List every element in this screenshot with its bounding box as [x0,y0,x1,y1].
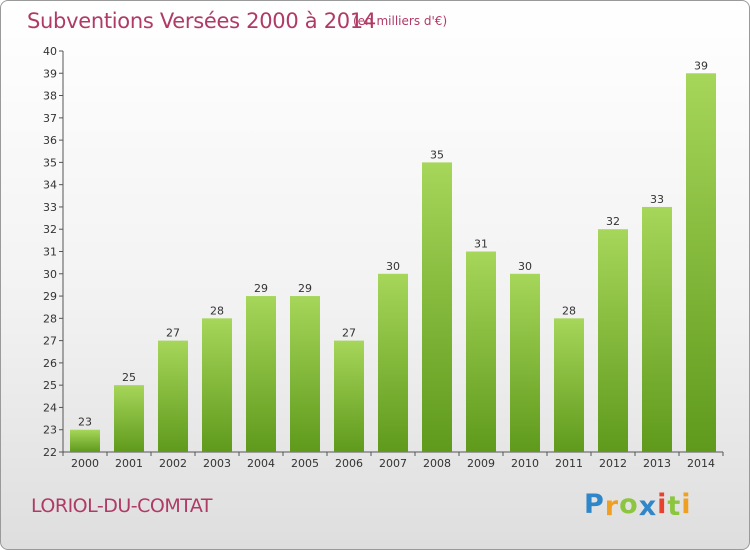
bar [70,429,100,452]
logo-letter: r [604,491,620,522]
x-tick-label: 2004 [247,457,275,470]
commune-name: LORIOL-DU-COMTAT [31,495,213,517]
bar [334,340,364,452]
chart-subtitle: (en milliers d'€) [353,14,448,28]
y-tick-label: 30 [43,268,57,281]
x-tick-label: 2005 [291,457,319,470]
logo-letter: o [619,489,639,520]
y-tick-label: 36 [43,134,57,147]
x-tick-label: 2009 [467,457,495,470]
y-tick-label: 40 [43,45,57,58]
y-tick-label: 27 [43,335,57,348]
bar [114,385,144,452]
y-tick-label: 32 [43,223,57,236]
bar-value-label: 29 [298,282,312,295]
bar [642,206,672,452]
bar-value-label: 39 [694,59,708,72]
y-tick-label: 28 [43,312,57,325]
bar [202,318,232,452]
bar-value-label: 33 [650,193,664,206]
bar-value-label: 32 [606,215,620,228]
bar-value-label: 28 [210,304,224,317]
logo-letter: t [667,491,682,522]
y-tick-label: 23 [43,424,57,437]
bar-value-label: 31 [474,238,488,251]
proxiti-logo: Proxiti [584,489,692,522]
y-tick-label: 25 [43,379,57,392]
logo-letter: P [584,489,605,520]
x-tick-label: 2002 [159,457,187,470]
bar-value-label: 27 [342,327,356,340]
y-tick-label: 33 [43,201,57,214]
y-tick-label: 26 [43,357,57,370]
bar [598,229,628,452]
bar [686,73,716,453]
y-tick-label: 29 [43,290,57,303]
x-tick-label: 2008 [423,457,451,470]
bar [466,251,496,452]
chart-title: Subventions Versées 2000 à 2014 [27,9,376,33]
x-tick-label: 2006 [335,457,363,470]
y-tick-label: 22 [43,446,57,459]
x-tick-label: 2011 [555,457,583,470]
y-tick-label: 39 [43,67,57,80]
y-tick-label: 34 [43,179,57,192]
bar [290,296,320,452]
bar [554,318,584,452]
bar [158,340,188,452]
x-tick-label: 2014 [687,457,715,470]
bar [246,296,276,452]
logo-letter: i [681,489,692,520]
x-tick-label: 2003 [203,457,231,470]
bar-value-label: 28 [562,304,576,317]
bar [378,273,408,452]
y-tick-label: 24 [43,401,57,414]
x-tick-label: 2000 [71,457,99,470]
bar-value-label: 30 [518,260,532,273]
y-tick-label: 37 [43,112,57,125]
x-tick-label: 2012 [599,457,627,470]
logo-letter: i [657,489,668,520]
logo-letter: x [638,491,658,522]
y-tick-label: 38 [43,90,57,103]
bar-value-label: 29 [254,282,268,295]
y-tick-label: 31 [43,246,57,259]
x-tick-label: 2010 [511,457,539,470]
x-tick-label: 2001 [115,457,143,470]
x-tick-label: 2013 [643,457,671,470]
y-tick-label: 35 [43,156,57,169]
bar-value-label: 27 [166,327,180,340]
bar-value-label: 30 [386,260,400,273]
bar-value-label: 23 [78,416,92,429]
bar-value-label: 25 [122,371,136,384]
bar-value-label: 35 [430,148,444,161]
x-tick-label: 2007 [379,457,407,470]
bar [422,162,452,452]
bar [510,273,540,452]
